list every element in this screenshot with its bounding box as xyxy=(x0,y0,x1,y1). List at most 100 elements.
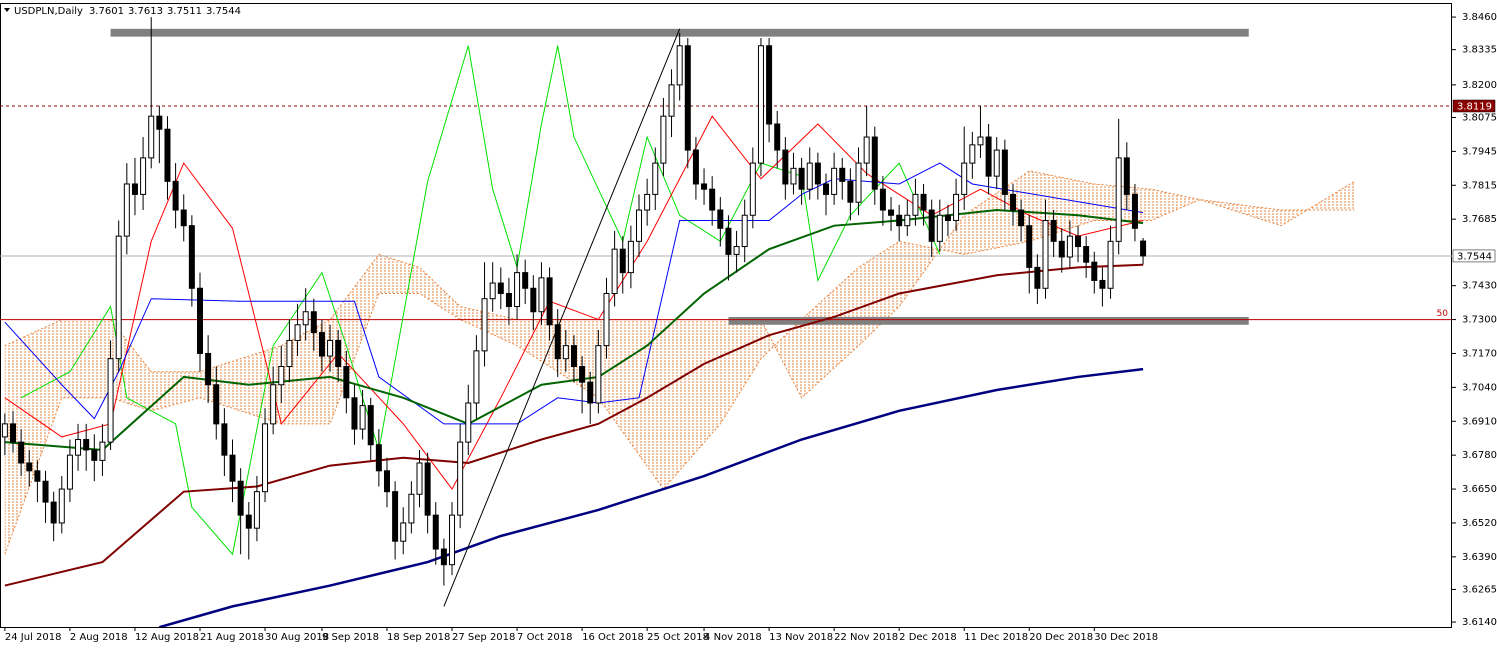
candle-body xyxy=(58,488,65,524)
x-tick-label: 27 Sep 2018 xyxy=(452,632,515,643)
candle-body xyxy=(196,287,203,354)
candle-body xyxy=(847,180,854,203)
candle-body xyxy=(969,144,976,164)
cloud-edge xyxy=(4,199,1355,555)
x-tick-label: 18 Sep 2018 xyxy=(387,632,450,643)
candle-body xyxy=(270,384,277,425)
candle-body xyxy=(253,491,260,529)
candle-body xyxy=(383,470,390,493)
candle-body xyxy=(546,277,553,326)
candle-body xyxy=(888,209,895,216)
candle-body xyxy=(1042,219,1049,289)
candle-body xyxy=(164,128,171,182)
candle-body xyxy=(684,45,691,151)
candle-body xyxy=(473,350,480,404)
candle-body xyxy=(505,292,512,308)
candle-body xyxy=(432,514,439,550)
candle-body xyxy=(904,214,911,227)
candle-body xyxy=(554,324,561,360)
candle-body xyxy=(359,405,366,430)
candle-body xyxy=(1123,157,1130,195)
candle-body xyxy=(863,136,870,164)
candle-body xyxy=(1001,149,1008,195)
candle-body xyxy=(343,366,350,399)
x-tick-label: 30 Aug 2018 xyxy=(265,632,329,643)
x-tick-label: 21 Aug 2018 xyxy=(200,632,264,643)
candle-body xyxy=(896,214,903,227)
high: 3.7613 xyxy=(128,6,163,17)
candle-body xyxy=(855,162,862,203)
candle-body xyxy=(749,162,756,216)
candle-body xyxy=(408,493,415,524)
candle-body xyxy=(570,345,577,368)
last-price-marker-box xyxy=(1452,249,1496,263)
menu-arrow[interactable] xyxy=(4,8,10,12)
candle-body xyxy=(944,214,951,221)
y-tick-label: 3.7170 xyxy=(1462,348,1497,359)
candle-body xyxy=(595,345,602,404)
candle-body xyxy=(481,298,488,352)
candle-body xyxy=(782,149,789,185)
x-tick-label: 13 Nov 2018 xyxy=(769,632,833,643)
candle-body xyxy=(644,193,651,211)
low: 3.7511 xyxy=(167,6,202,17)
candle-body xyxy=(627,240,634,274)
y-tick-label: 3.6140 xyxy=(1462,617,1497,628)
candle-body xyxy=(798,167,805,190)
x-tick-label: 22 Nov 2018 xyxy=(834,632,898,643)
candle-body xyxy=(774,123,781,151)
y-tick-label: 3.6780 xyxy=(1462,450,1497,461)
candle-body xyxy=(912,193,919,216)
candle-body xyxy=(1058,240,1065,258)
candle-body xyxy=(294,324,301,341)
candle-body xyxy=(766,45,773,125)
candle-body xyxy=(733,246,740,255)
y-tick-label: 3.6390 xyxy=(1462,552,1497,563)
y-tick-label: 3.7815 xyxy=(1462,180,1497,191)
candle-body xyxy=(953,193,960,221)
candle-body xyxy=(1018,209,1025,227)
candle-body xyxy=(977,136,984,146)
y-tick-label: 3.6265 xyxy=(1462,584,1497,595)
trendline xyxy=(443,28,681,607)
candle-body xyxy=(806,162,813,190)
candle-body xyxy=(839,167,846,182)
candle-body xyxy=(709,188,716,211)
candle-body xyxy=(131,183,138,195)
y-tick-label: 3.7685 xyxy=(1462,214,1497,225)
candle-body xyxy=(1,423,8,438)
candle-body xyxy=(1140,240,1147,257)
x-tick-label: 24 Jul 2018 xyxy=(5,632,62,643)
y-tick-label: 3.6650 xyxy=(1462,484,1497,495)
candle-body xyxy=(579,366,586,383)
candle-body xyxy=(822,183,829,195)
candle-body xyxy=(611,248,618,294)
candle-body xyxy=(221,423,228,456)
axes: 3.8460 3.8335 3.8200 3.8075 3.7945 3.7815 3.76… xyxy=(4,12,1497,643)
candle-body xyxy=(99,441,106,461)
candle-body xyxy=(26,462,33,472)
candle-body xyxy=(123,183,130,237)
x-tick-label: 2 Dec 2018 xyxy=(899,632,957,643)
cloud xyxy=(4,170,1355,555)
candle-body xyxy=(83,439,90,451)
candle-body xyxy=(148,115,155,159)
candle-body xyxy=(920,193,927,211)
candle-body xyxy=(286,339,293,368)
candle-body xyxy=(449,514,456,566)
candle-body xyxy=(961,162,968,195)
y-tick-label: 3.8460 xyxy=(1462,12,1497,23)
candle-body xyxy=(522,272,529,289)
candle-body xyxy=(993,149,1000,177)
candle-body xyxy=(213,384,220,425)
candle-body xyxy=(676,45,683,86)
candle-body xyxy=(302,311,309,326)
plot-area xyxy=(0,17,1452,627)
x-tick-label: 30 Dec 2018 xyxy=(1094,632,1158,643)
candle-body xyxy=(335,339,342,368)
y-tick-label: 3.7300 xyxy=(1462,315,1497,326)
candle-body xyxy=(1091,261,1098,281)
x-tick-label: 25 Oct 2018 xyxy=(647,632,709,643)
candle-body xyxy=(237,480,244,516)
